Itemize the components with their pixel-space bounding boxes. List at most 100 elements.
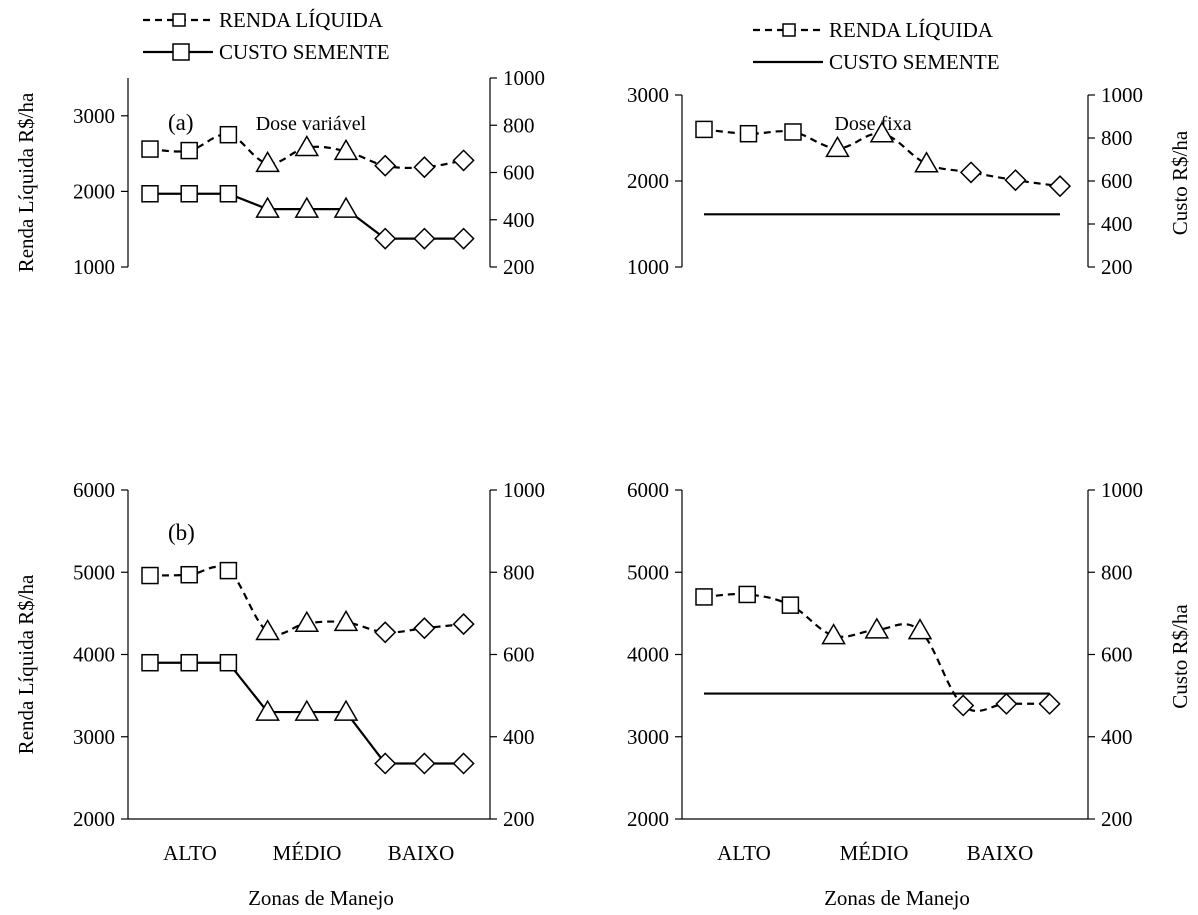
legend-marker: [172, 13, 186, 27]
data-point: [294, 196, 320, 218]
x-tick-label: BAIXO: [388, 841, 455, 865]
chart-panel-4: 2000 3000 4000 5000 6000 200 400 600 800 1000 ALTO…: [627, 478, 1192, 910]
series-custo-semente: [141, 653, 475, 775]
right-tick-label: 200: [503, 807, 535, 831]
data-point: [255, 196, 280, 218]
legend-label: CUSTO SEMENTE: [219, 40, 390, 64]
right-tick-label: 600: [1101, 643, 1133, 667]
legend-label: RENDA LÍQUIDA: [829, 18, 994, 42]
data-point: [333, 609, 359, 632]
legend-item: CUSTO SEMENTE: [753, 50, 1000, 74]
x-tick-label: MÉDIO: [273, 841, 342, 865]
series-renda-liquida: [141, 561, 475, 644]
data-point: [413, 752, 436, 775]
data-point: [141, 566, 159, 585]
right-tick-label: 400: [503, 725, 535, 749]
right-tick-label: 600: [1101, 169, 1133, 193]
data-point: [413, 156, 436, 179]
data-point: [255, 618, 280, 641]
data-point: [914, 151, 939, 173]
data-point: [294, 135, 320, 157]
data-point: [452, 149, 475, 172]
series-renda-liquida: [695, 120, 1072, 198]
data-point: [695, 588, 713, 606]
left-tick-label: 4000: [73, 643, 115, 667]
legend-item: RENDA LÍQUIDA: [753, 18, 994, 42]
data-point: [333, 196, 359, 218]
data-point: [219, 653, 238, 672]
data-point: [452, 752, 475, 775]
data-point: [413, 227, 436, 250]
y2-axis-label: Custo R$/ha: [1168, 604, 1192, 709]
data-point: [255, 150, 280, 173]
data-point: [738, 585, 756, 604]
right-tick-label: 800: [1101, 126, 1133, 150]
data-point: [141, 653, 159, 672]
right-tick-label: 400: [1101, 212, 1133, 236]
legend-marker: [782, 23, 796, 37]
left-tick-label: 6000: [73, 478, 115, 502]
legend-2: RENDA LÍQUIDA CUSTO SEMENTE: [753, 18, 1000, 74]
chart-panel-2: 1000 2000 3000 200 400 600 800 1000 Custo R$/ha D…: [627, 83, 1192, 279]
data-point: [452, 613, 475, 636]
left-tick-label: 2000: [627, 807, 669, 831]
data-point: [781, 596, 800, 614]
legend-item: CUSTO SEMENTE: [143, 40, 390, 64]
right-tick-label: 1000: [1101, 83, 1143, 107]
panel-title: Dose fixa: [834, 113, 911, 135]
chart-panel-1: 1000 2000 3000 200 400 600 800 1000 Renda Líquid…: [14, 66, 545, 279]
data-point: [864, 617, 890, 639]
data-point: [784, 123, 802, 141]
left-tick-label: 4000: [627, 643, 669, 667]
data-point: [1038, 692, 1061, 715]
series-custo-semente: [141, 185, 475, 250]
data-point: [452, 227, 475, 250]
data-point: [995, 692, 1018, 715]
data-point: [141, 185, 159, 203]
right-tick-label: 600: [503, 161, 535, 185]
right-tick-label: 1000: [503, 66, 545, 90]
left-tick-label: 1000: [627, 255, 669, 279]
left-tick-label: 6000: [627, 478, 669, 502]
series-renda-liquida: [141, 125, 475, 179]
data-point: [739, 124, 758, 143]
data-point: [374, 227, 397, 250]
data-point: [294, 699, 320, 721]
data-point: [821, 623, 846, 645]
right-tick-label: 1000: [503, 478, 545, 502]
data-point: [374, 154, 397, 177]
right-tick-label: 600: [503, 643, 535, 667]
data-point: [695, 120, 713, 139]
data-point: [180, 565, 198, 584]
series-renda-liquida: [695, 585, 1061, 717]
data-point: [1048, 175, 1072, 198]
left-tick-label: 2000: [73, 807, 115, 831]
legend-label: RENDA LÍQUIDA: [219, 8, 384, 32]
right-tick-label: 800: [503, 560, 535, 584]
x-tick-label: ALTO: [163, 841, 217, 865]
right-tick-label: 1000: [1101, 478, 1143, 502]
data-point: [141, 140, 159, 158]
legend-label: CUSTO SEMENTE: [829, 50, 1000, 74]
x-tick-label: BAIXO: [967, 841, 1034, 865]
panel-label: (a): [168, 110, 194, 135]
data-point: [825, 135, 850, 158]
left-tick-label: 3000: [627, 83, 669, 107]
data-point: [255, 699, 280, 721]
left-tick-label: 3000: [627, 725, 669, 749]
right-tick-label: 800: [503, 113, 535, 137]
left-tick-label: 1000: [73, 255, 115, 279]
x-tick-label: MÉDIO: [840, 841, 909, 865]
data-point: [959, 161, 983, 184]
legend-item: RENDA LÍQUIDA: [143, 8, 384, 32]
left-tick-label: 5000: [627, 560, 669, 584]
chart-panels: 1000 2000 3000 200 400 600 800 1000 Renda Líquid…: [14, 66, 1192, 910]
data-point: [219, 125, 238, 144]
right-tick-label: 200: [1101, 807, 1133, 831]
left-tick-label: 3000: [73, 725, 115, 749]
legend-marker: [172, 43, 190, 61]
data-point: [413, 617, 436, 640]
right-tick-label: 200: [503, 255, 535, 279]
left-tick-label: 5000: [73, 560, 115, 584]
